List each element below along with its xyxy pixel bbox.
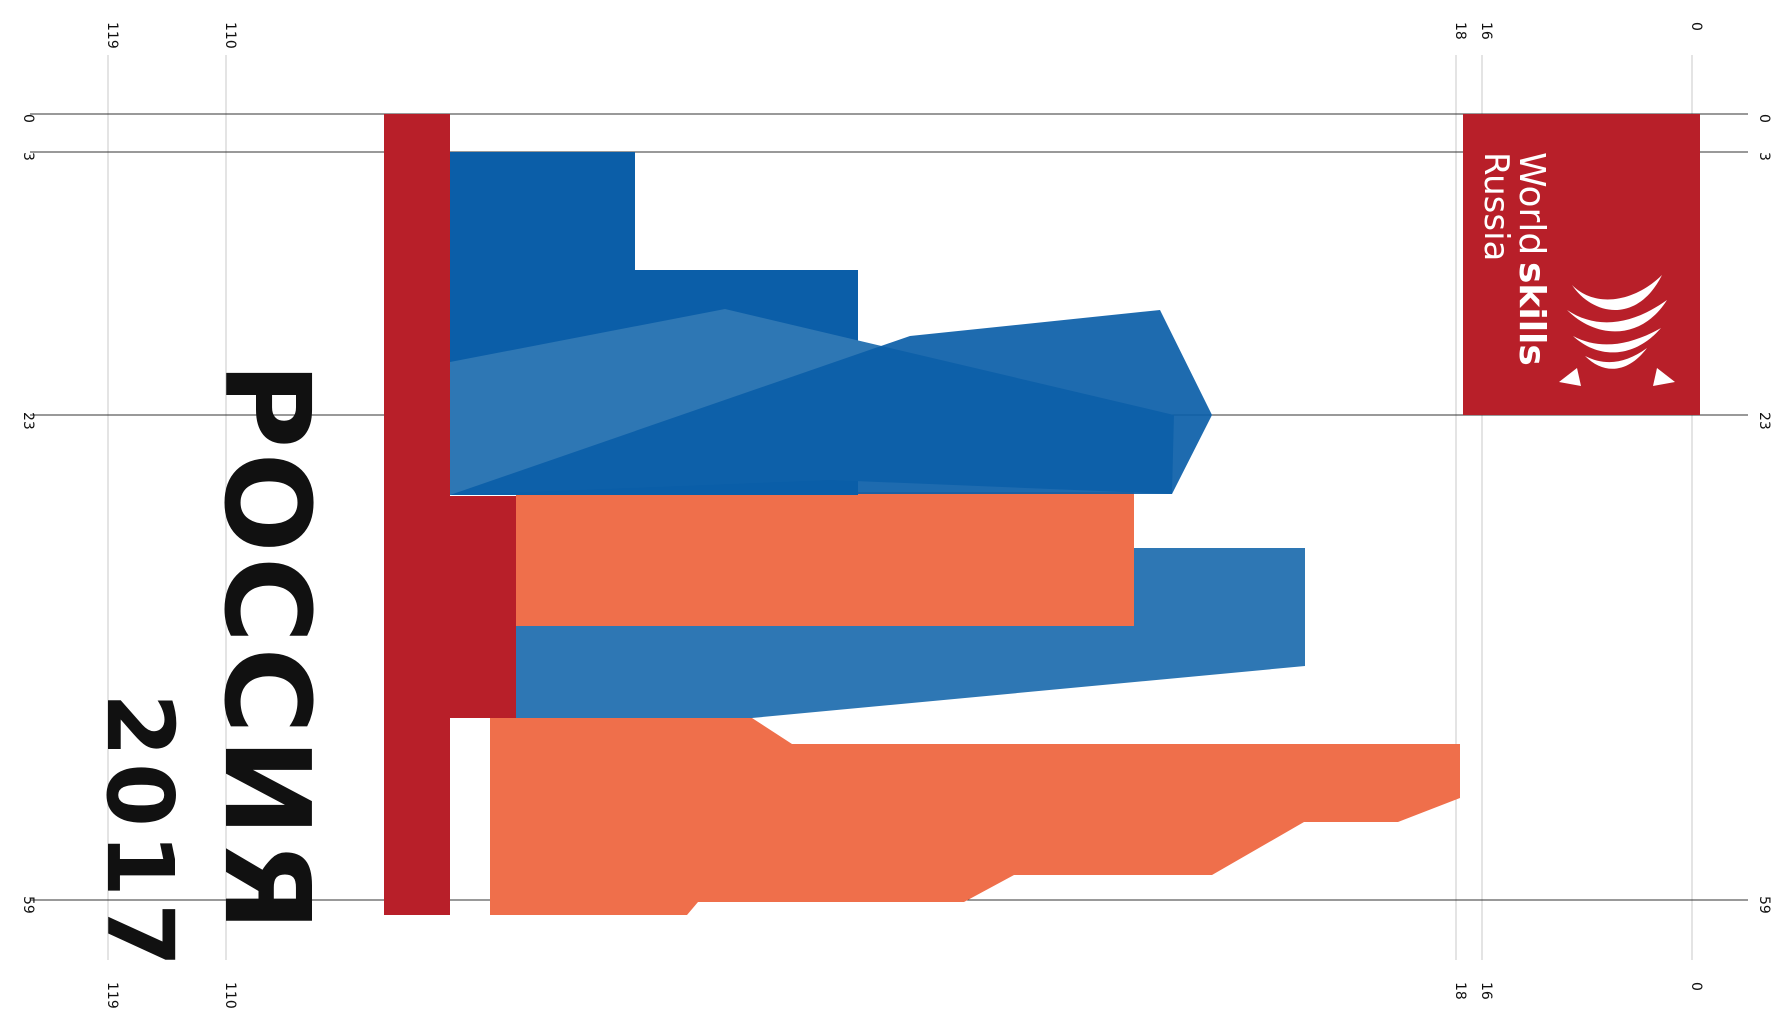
left-label-23: 23: [20, 412, 36, 430]
red-step-band: [384, 496, 516, 718]
title-year: 2017: [86, 693, 193, 973]
guide-labels-top: 0 16 18 110 119: [104, 22, 1704, 49]
top-label-18: 18: [1452, 22, 1468, 40]
left-label-3: 3: [20, 152, 36, 161]
worldskills-logo-block: [1463, 114, 1700, 415]
top-label-110: 110: [222, 22, 238, 49]
bottom-label-18: 18: [1452, 982, 1468, 1000]
blue-dark-arrow: [450, 310, 1212, 495]
bottom-label-0: 0: [1688, 982, 1704, 991]
top-label-16: 16: [1478, 22, 1494, 40]
logo-word-russia: Russia: [1476, 152, 1516, 261]
logo-word-skills: skills: [1511, 262, 1552, 366]
left-label-59: 59: [20, 896, 36, 914]
right-label-23: 23: [1756, 412, 1772, 430]
bottom-label-110: 110: [222, 982, 238, 1009]
orange-lower-block: [490, 718, 1460, 915]
orange-middle-block: [516, 492, 1134, 626]
right-label-0: 0: [1756, 114, 1772, 123]
title-country: РОССИЯ: [198, 362, 336, 936]
right-label-59: 59: [1756, 896, 1772, 914]
right-label-3: 3: [1756, 152, 1772, 161]
worldskills-emblem-icon: [1559, 275, 1675, 386]
logo-word-world: World: [1511, 152, 1552, 255]
guide-labels-right: 0 3 23 59: [1756, 114, 1772, 914]
guide-labels-bottom: 0 16 18 110 119: [104, 982, 1704, 1009]
top-label-119: 119: [104, 22, 120, 49]
bottom-label-119: 119: [104, 982, 120, 1009]
blue-lower-wedge: [516, 548, 1305, 718]
left-label-0: 0: [20, 114, 36, 123]
top-label-0: 0: [1688, 22, 1704, 31]
guide-labels-left: 0 3 23 59: [20, 114, 36, 914]
bottom-label-16: 16: [1478, 982, 1494, 1000]
